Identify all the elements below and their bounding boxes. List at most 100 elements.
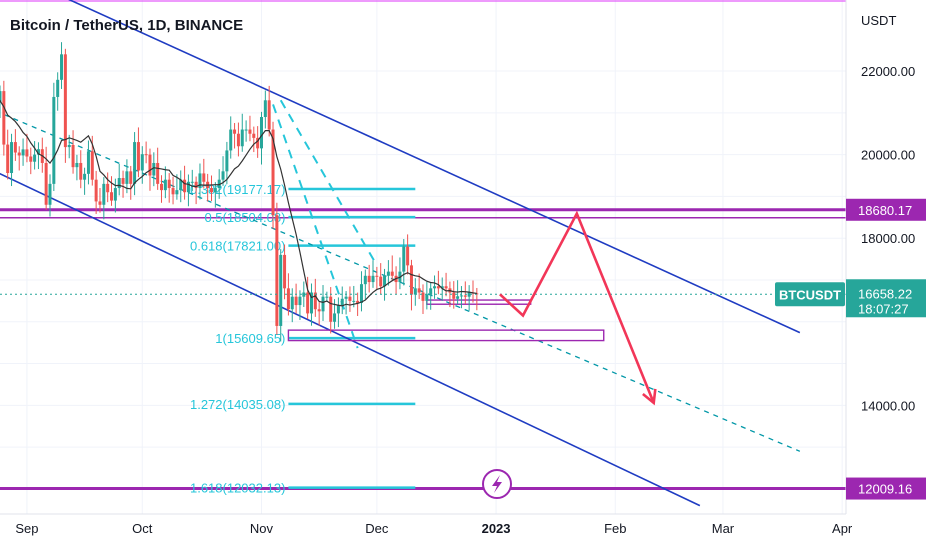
candle-body — [379, 276, 383, 287]
time-tick-label: Dec — [365, 521, 389, 536]
candle-body — [48, 183, 52, 205]
channel-lower-line — [0, 172, 701, 507]
candle-body — [171, 188, 175, 195]
candle-body — [275, 215, 279, 326]
symbol-tag[interactable] — [775, 282, 845, 307]
time-axis-bg — [0, 514, 846, 550]
price-tick-label: 22000.00 — [861, 64, 915, 79]
candle-body — [409, 265, 413, 295]
price-axis-unit: USDT — [861, 13, 896, 28]
fib-diagonal — [279, 99, 378, 266]
candle-body — [148, 154, 152, 176]
price-tick-label: 14000.00 — [861, 398, 915, 413]
candle-body — [229, 129, 233, 151]
candle-body — [213, 188, 217, 193]
candle-body — [456, 296, 460, 299]
lightning-icon-bolt — [492, 475, 502, 493]
last-price-countdown: 18:07:27 — [858, 301, 909, 316]
candle-body — [383, 275, 387, 287]
time-tick-label: 2023 — [482, 521, 511, 536]
candle-body — [436, 286, 440, 289]
fib-level-label: 0.382(19177.17) — [190, 182, 285, 197]
horizontal-levels — [0, 208, 846, 491]
candle-body — [2, 91, 6, 145]
candle-body — [156, 162, 160, 184]
time-tick-label: Apr — [832, 521, 853, 536]
candle-body — [283, 254, 287, 289]
candle-body — [86, 151, 90, 174]
candle-body — [417, 288, 421, 293]
candle-body — [252, 133, 256, 138]
fibonacci-levels: 0.382(19177.17) 0.5(18504.08) 0.618(17821.… — [190, 99, 416, 496]
candle-body — [313, 292, 317, 310]
fib-level-label: 0.618(17821.00) — [190, 239, 285, 254]
lightning-icon[interactable] — [482, 469, 512, 499]
candle-body — [125, 171, 129, 184]
candle-body — [144, 154, 148, 156]
support-box — [287, 329, 605, 342]
candle-body — [17, 152, 21, 156]
candle-body — [183, 179, 187, 193]
candle-body — [444, 286, 448, 289]
candle-body — [440, 286, 444, 289]
candle-body — [198, 173, 202, 189]
channel-upper-line — [68, 0, 801, 334]
candle-body — [140, 154, 144, 171]
time-axis: Sep Oct Nov Dec 2023 Feb Mar Apr — [0, 513, 853, 550]
candle-body — [363, 275, 367, 285]
candle-body — [98, 201, 102, 205]
candle-body — [248, 129, 252, 134]
moving-average — [0, 99, 477, 307]
fib-level-label: 1.618(12032.13) — [190, 481, 285, 496]
level-price-tag — [846, 477, 926, 500]
candle-body — [67, 145, 71, 148]
time-tick-label: Sep — [15, 521, 38, 536]
candle-body — [267, 100, 271, 130]
symbol-label: BTCUSDT — [779, 287, 841, 302]
candle-body — [21, 149, 25, 156]
candle-body — [329, 296, 333, 322]
candle-body — [425, 294, 429, 301]
candle-body — [317, 309, 321, 312]
candle-body — [36, 149, 40, 155]
candle-body — [175, 190, 179, 195]
candle-body — [336, 305, 340, 314]
candle-body — [429, 288, 433, 295]
candle-body — [94, 179, 98, 202]
level-price-label: 18680.17 — [858, 203, 912, 218]
time-tick-label: Feb — [604, 521, 626, 536]
candle-body — [160, 183, 164, 191]
level-price-tag — [846, 198, 926, 221]
candle-body — [194, 181, 198, 189]
last-price-tag — [846, 279, 926, 318]
candle-body — [309, 292, 313, 314]
candle-body — [371, 275, 375, 283]
candle-body — [25, 149, 29, 157]
candle-body — [413, 288, 417, 295]
candle-body — [279, 254, 283, 326]
candle-body — [121, 178, 125, 184]
candle-body — [352, 300, 356, 302]
candle-body — [402, 246, 406, 272]
last-price-value: 16658.22 — [858, 286, 912, 301]
moving-average-line — [0, 99, 477, 307]
candle-body — [136, 142, 140, 171]
candle-body — [71, 145, 75, 168]
level-price-label: 12009.16 — [858, 482, 912, 497]
candle-body — [52, 96, 56, 184]
candle-body — [271, 129, 275, 216]
time-tick-label: Oct — [132, 521, 153, 536]
candle-body — [13, 142, 17, 153]
candle-body — [359, 284, 363, 303]
candle-body — [6, 144, 10, 174]
fib-level-label: 1(15609.65) — [215, 331, 285, 346]
candle-body — [113, 188, 117, 201]
candlesticks — [0, 42, 846, 342]
candle-body — [286, 288, 290, 310]
candle-body — [110, 192, 114, 201]
candle-body — [263, 100, 267, 118]
candle-body — [433, 286, 437, 289]
candle-body — [321, 296, 325, 312]
candle-body — [225, 150, 229, 172]
